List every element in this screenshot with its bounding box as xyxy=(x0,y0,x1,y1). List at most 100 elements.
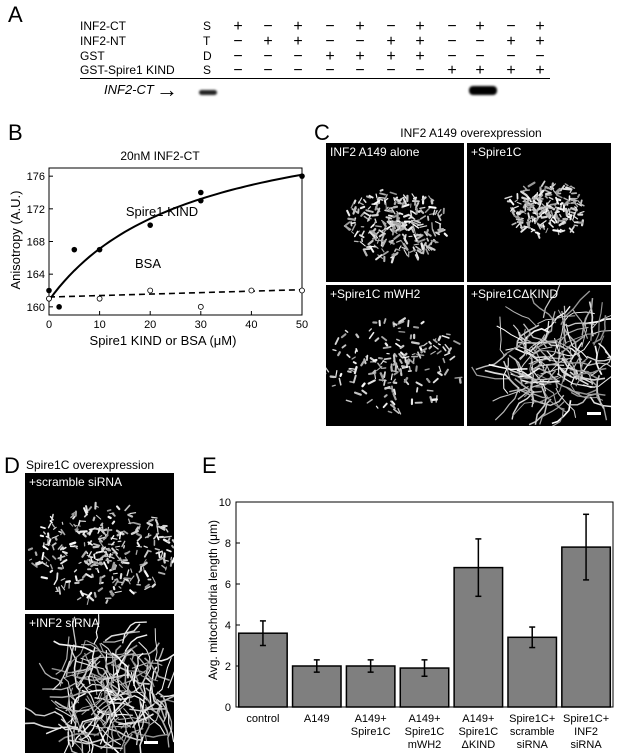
mitochondrial-network xyxy=(52,660,71,691)
mitochondrion xyxy=(381,239,387,248)
mitochondrion xyxy=(510,208,513,212)
point-spire1-kind xyxy=(46,287,52,294)
mitochondrion xyxy=(69,541,77,546)
mitochondrion xyxy=(109,552,112,559)
mitochondrion xyxy=(115,548,119,551)
mitochondrion xyxy=(516,211,521,216)
mitochondrion xyxy=(392,222,402,226)
mitochondrial-network xyxy=(129,657,159,682)
mitochondrial-network xyxy=(113,679,131,706)
mitochondrion xyxy=(65,580,72,584)
mitochondrion xyxy=(393,197,396,202)
mitochondrion xyxy=(93,591,97,598)
mitochondrial-network xyxy=(25,706,56,717)
mitochondrion xyxy=(115,545,121,548)
mitochondrion xyxy=(402,213,410,218)
mitochondrial-network xyxy=(123,707,139,742)
mitochondrion xyxy=(389,191,398,196)
mitochondrion xyxy=(540,215,548,219)
mitochondrion xyxy=(144,534,152,539)
mitochondrion xyxy=(419,206,426,210)
mitochondrial-network xyxy=(78,738,123,750)
mitochondrion xyxy=(552,229,562,233)
mitochondrion xyxy=(402,352,408,358)
mitochondrion xyxy=(566,208,570,213)
mitochondrion xyxy=(383,394,388,398)
mitochondrion xyxy=(103,561,109,570)
mitochondrion xyxy=(566,215,572,219)
mitochondrion xyxy=(368,194,374,199)
mitochondrial-network xyxy=(527,320,550,354)
mitochondrion xyxy=(111,512,116,517)
mitochondrion xyxy=(166,549,172,553)
fit-line-bsa xyxy=(48,288,303,298)
mitochondrion xyxy=(127,513,134,518)
mitochondrion xyxy=(563,197,571,202)
mitochondrion xyxy=(366,195,372,199)
mitochondrion xyxy=(353,391,362,396)
mitochondrion xyxy=(396,338,401,342)
mitochondrion xyxy=(535,210,539,218)
mitochondrial-network xyxy=(540,358,571,375)
mitochondrion xyxy=(102,534,109,541)
mitochondrion xyxy=(577,193,581,198)
mitochondrion xyxy=(428,195,432,200)
mitochondrion xyxy=(106,548,112,552)
mitochondrion xyxy=(430,350,436,355)
mitochondrion xyxy=(143,549,150,558)
mitochondrial-network xyxy=(143,657,170,682)
mitochondrion xyxy=(371,230,378,237)
sign-cell: − xyxy=(475,33,485,50)
mitochondrion xyxy=(74,575,78,582)
mitochondrial-network xyxy=(99,713,117,745)
mitochondrion xyxy=(389,400,395,407)
anisotropy-chart: 20nM INF2-CT 0 10 20 30 40 50160164168172176 … xyxy=(8,149,308,348)
mitochondrial-network xyxy=(562,322,595,327)
mitochondrion xyxy=(359,205,366,210)
chart-b-ylabel: Anisotropy (A.U.) xyxy=(8,191,23,290)
mitochondrial-network xyxy=(572,308,589,339)
mitochondrion xyxy=(153,532,160,540)
mitochondrion xyxy=(121,540,126,548)
mitochondrion xyxy=(374,337,380,342)
mitochondrion xyxy=(516,201,522,205)
sign-cell: − xyxy=(535,48,545,65)
mitochondrial-network xyxy=(494,388,520,421)
mitochondrion xyxy=(62,546,67,551)
sign-cell: − xyxy=(325,33,335,50)
sign-cell: − xyxy=(506,48,516,65)
mitochondrion xyxy=(559,229,566,233)
micrograph-label: +Spire1CΔKIND xyxy=(471,287,559,301)
mitochondrial-network xyxy=(58,733,99,743)
mitochondrion xyxy=(537,193,544,200)
mitochondrion xyxy=(527,204,535,210)
mitochondrion xyxy=(69,522,74,527)
mitochondrion xyxy=(49,564,53,570)
mitochondrion xyxy=(415,365,418,372)
mitochondrion xyxy=(87,506,93,512)
mitochondrion xyxy=(124,550,131,556)
scale-bar xyxy=(587,412,601,415)
mitochondrion xyxy=(390,220,394,225)
mitochondrion xyxy=(126,569,130,577)
mitochondrion xyxy=(93,553,96,559)
mitochondrion xyxy=(515,222,521,229)
mitochondrion xyxy=(564,183,569,187)
mitochondrion xyxy=(86,591,93,599)
mitochondrion xyxy=(562,187,572,191)
micrograph-inf2-sirna: +INF2 siRNA xyxy=(25,614,174,753)
mitochondrial-network xyxy=(471,366,508,380)
mitochondrial-network xyxy=(563,305,567,344)
mitochondrion xyxy=(59,546,64,551)
mitochondrial-network xyxy=(556,382,581,395)
mitochondrion xyxy=(558,220,566,227)
x-tick-label: 0 xyxy=(46,319,52,331)
row-code: D xyxy=(203,49,212,63)
sign-cell: + xyxy=(355,18,365,35)
mitochondrion xyxy=(111,591,114,597)
mitochondrion xyxy=(416,233,422,237)
mitochondrion xyxy=(397,320,405,325)
chart-b-plot xyxy=(46,173,305,310)
micrograph-label: INF2 A149 alone xyxy=(330,145,420,159)
mitochondrion xyxy=(87,541,93,546)
